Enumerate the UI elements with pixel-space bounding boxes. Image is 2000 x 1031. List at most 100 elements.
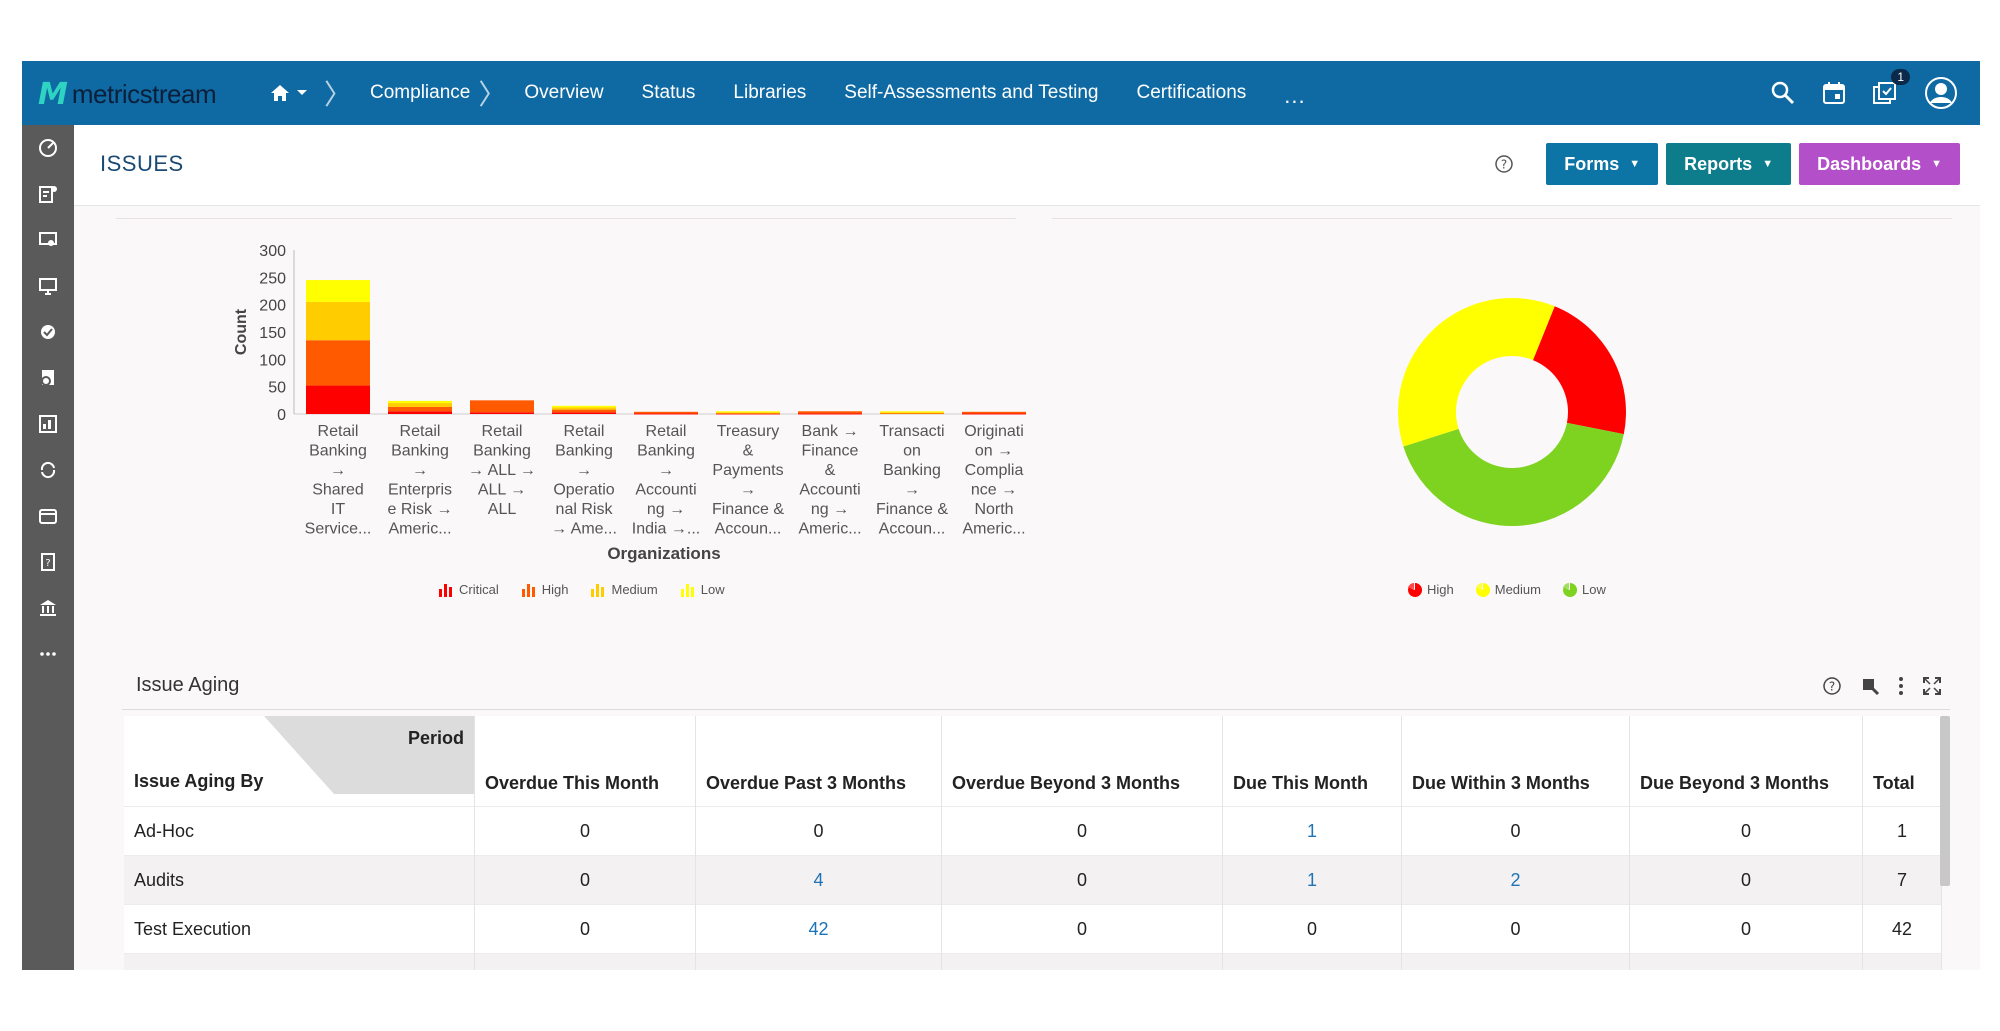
donut-slice-medium[interactable] — [1398, 298, 1555, 447]
table-cell: 0 — [474, 855, 696, 905]
aging-divider — [122, 709, 1950, 710]
sidebar-item-reports[interactable] — [22, 401, 74, 447]
donut-slice-low[interactable] — [1403, 422, 1624, 526]
column-header[interactable]: Overdue Past 3 Months — [695, 716, 942, 807]
bar-segment-high — [388, 406, 452, 412]
legend-label: High — [541, 582, 569, 597]
issue-aging-toolbar: ? — [1804, 676, 1942, 696]
aging-more-options-button[interactable] — [1898, 676, 1904, 696]
x-tick-label: Finance & — [876, 501, 948, 518]
column-header[interactable]: Overdue This Month — [474, 716, 696, 807]
legend-item-medium[interactable]: Medium — [1475, 582, 1541, 597]
cell-link[interactable]: 1 — [1222, 806, 1402, 856]
x-tick-label: Finance & — [712, 501, 784, 518]
brand-logo[interactable]: M metricstream — [38, 77, 217, 112]
column-header[interactable]: Due This Month — [1222, 716, 1402, 807]
help-circle-icon: ? — [1823, 677, 1841, 695]
nav-more-button[interactable]: ... — [1284, 83, 1306, 108]
nav-item-compliance[interactable]: Compliance — [370, 82, 471, 103]
x-tick-label: & — [825, 462, 836, 479]
sidebar-item-monitor[interactable] — [22, 217, 74, 263]
pie-chart-icon — [1408, 582, 1422, 597]
bar-chart-icon — [591, 583, 605, 597]
aging-expand-button[interactable] — [1922, 676, 1942, 696]
x-tick-label: Banking — [473, 443, 531, 460]
sidebar-item-issues[interactable] — [22, 171, 74, 217]
table-row: Test Execution 0 42 0 0 0 0 42 — [124, 904, 1942, 954]
x-tick-label: Service... — [305, 521, 372, 538]
sidebar-item-cycle[interactable] — [22, 447, 74, 493]
sidebar-more-button[interactable] — [22, 631, 74, 677]
cell-link[interactable]: 2 — [1401, 855, 1630, 905]
cell-link[interactable]: 83 — [695, 953, 942, 970]
sidebar-item-help-docs[interactable]: ? — [22, 539, 74, 585]
gear-check-icon — [41, 325, 55, 339]
sidebar-item-desktop[interactable] — [22, 263, 74, 309]
sidebar-item-wallet[interactable] — [22, 493, 74, 539]
help-document-icon: ? — [41, 553, 55, 571]
x-tick-label: Shared — [312, 482, 364, 499]
x-tick-label: → — [576, 462, 592, 479]
help-circle-icon: ? — [1495, 155, 1514, 173]
tasks-button[interactable]: 1 — [1872, 69, 1910, 105]
top-bar: M metricstream 〉 Compliance 〉 Overview S… — [22, 61, 1980, 125]
cell-link[interactable]: 4 — [695, 855, 942, 905]
x-tick-label: Retail — [646, 423, 687, 440]
corner-header: Period Issue Aging By — [124, 716, 475, 807]
x-tick-label: nce → — [971, 482, 1017, 499]
x-tick-label: North — [974, 501, 1013, 518]
nav-item-overview[interactable]: Overview — [524, 82, 604, 103]
column-header[interactable]: Total — [1862, 716, 1942, 807]
bar-segment-critical — [962, 413, 1026, 415]
legend-item-medium[interactable]: Medium — [590, 582, 658, 597]
table-cell: 1 — [1862, 806, 1942, 856]
legend-item-critical[interactable]: Critical — [438, 582, 499, 597]
forms-dropdown-button[interactable]: Forms ▼ — [1546, 143, 1659, 185]
cell-link[interactable]: 1 — [1222, 953, 1402, 970]
home-icon — [271, 85, 289, 101]
home-menu[interactable] — [270, 84, 308, 102]
column-header[interactable]: Due Within 3 Months — [1401, 716, 1630, 807]
help-button[interactable]: ? — [1494, 154, 1514, 174]
aging-help-button[interactable]: ? — [1822, 676, 1842, 696]
x-tick-label: Banking — [555, 443, 613, 460]
column-header[interactable]: Due Beyond 3 Months — [1629, 716, 1863, 807]
aging-drilldown-button[interactable] — [1860, 676, 1880, 696]
corner-period-label: Period — [407, 728, 464, 748]
nav-item-self-assessments[interactable]: Self-Assessments and Testing — [844, 82, 1099, 103]
table-cell: 0 — [1401, 806, 1630, 856]
chevron-down-icon — [297, 90, 307, 95]
x-tick-label: ng → — [647, 501, 685, 518]
wallet-icon — [39, 509, 57, 524]
sidebar-item-search-docs[interactable] — [22, 355, 74, 401]
cell-link[interactable]: 42 — [695, 904, 942, 954]
reports-dropdown-button[interactable]: Reports ▼ — [1666, 143, 1792, 185]
legend-item-low[interactable]: Low — [680, 582, 725, 597]
legend-item-low[interactable]: Low — [1563, 582, 1606, 597]
user-profile-button[interactable] — [1924, 76, 1958, 110]
bar-segment-high — [962, 411, 1026, 414]
legend-item-high[interactable]: High — [521, 582, 569, 597]
donut-slice-high[interactable] — [1532, 306, 1626, 435]
nav-item-certifications[interactable]: Certifications — [1136, 82, 1247, 103]
sidebar-item-institution[interactable] — [22, 585, 74, 631]
table-cell: 0 — [941, 806, 1223, 856]
column-header[interactable]: Overdue Beyond 3 Months — [941, 716, 1223, 807]
bar-segment-high — [470, 400, 534, 413]
sidebar-item-settings[interactable] — [22, 309, 74, 355]
legend-item-high[interactable]: High — [1408, 582, 1454, 597]
bar-segment-critical — [798, 413, 862, 415]
bank-icon — [40, 600, 56, 616]
x-tick-label: Retail — [564, 423, 605, 440]
sidebar-item-dashboard[interactable] — [22, 125, 74, 171]
bar-segment-low — [716, 411, 780, 413]
nav-item-status[interactable]: Status — [641, 82, 696, 103]
calendar-button[interactable] — [1822, 81, 1846, 105]
cell-link[interactable]: 1 — [1222, 855, 1402, 905]
search-button[interactable] — [1770, 80, 1796, 106]
bar-segment-low — [388, 400, 452, 404]
table-scrollbar[interactable] — [1940, 716, 1950, 886]
dashboards-dropdown-button[interactable]: Dashboards ▼ — [1799, 143, 1960, 185]
table-cell: 0 — [695, 806, 942, 856]
nav-item-libraries[interactable]: Libraries — [733, 82, 807, 103]
